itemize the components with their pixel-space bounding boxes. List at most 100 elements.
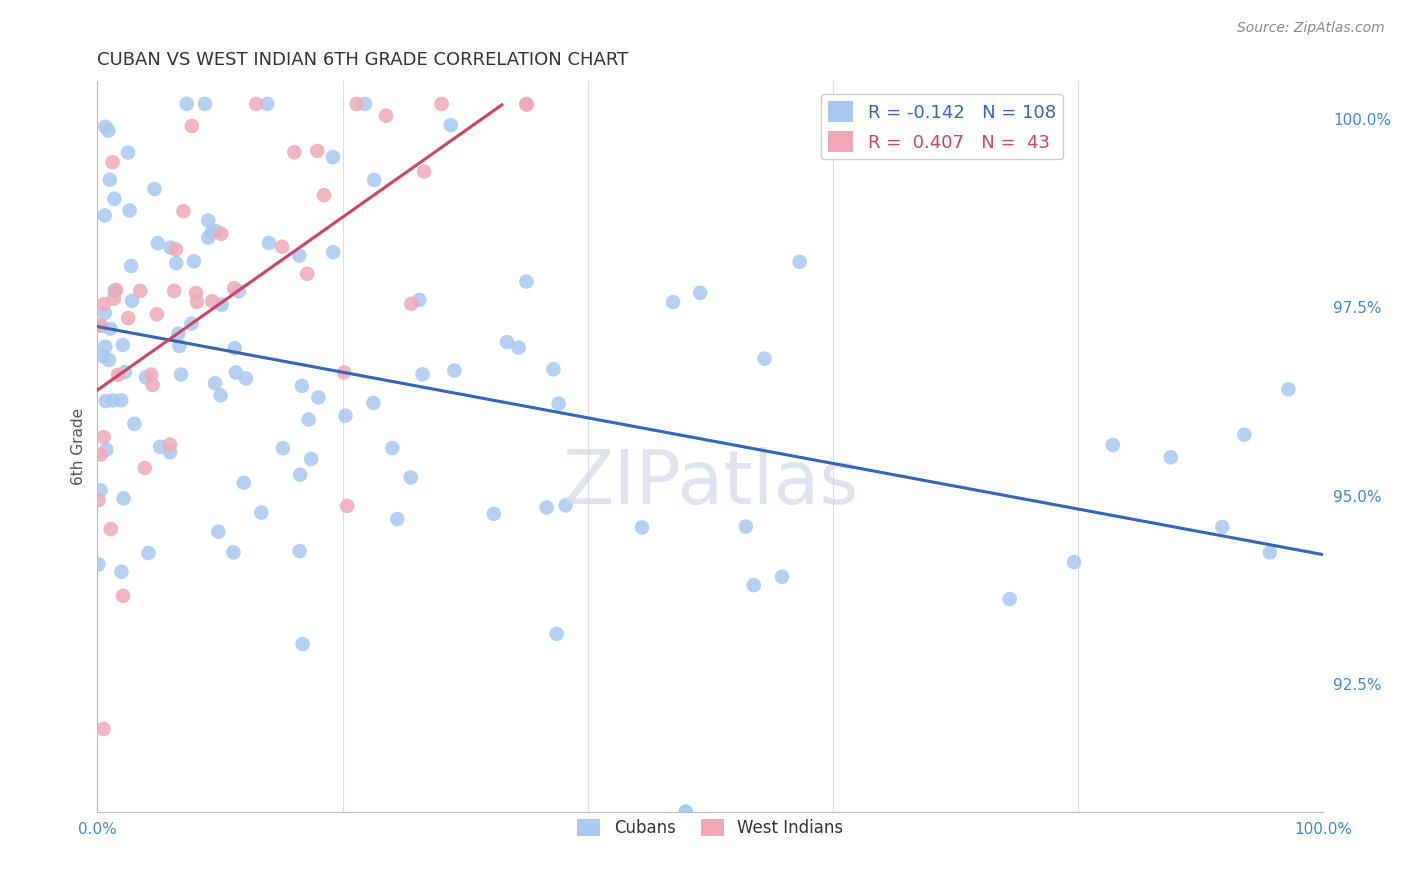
Point	[515, 97, 537, 112]
Point	[789, 255, 811, 269]
Point	[87, 558, 110, 572]
Point	[675, 805, 697, 819]
Point	[1063, 555, 1085, 569]
Point	[354, 97, 377, 112]
Point	[288, 467, 311, 482]
Point	[93, 430, 115, 444]
Point	[165, 243, 187, 257]
Point	[124, 417, 146, 431]
Point	[235, 371, 257, 385]
Point	[401, 297, 423, 311]
Point	[94, 340, 117, 354]
Point	[399, 470, 422, 484]
Point	[288, 248, 311, 262]
Point	[159, 437, 181, 451]
Point	[93, 208, 115, 222]
Point	[662, 295, 685, 310]
Point	[232, 475, 254, 490]
Point	[387, 512, 409, 526]
Point	[482, 507, 505, 521]
Text: ZIPatlas: ZIPatlas	[562, 447, 859, 520]
Point	[87, 493, 110, 508]
Point	[91, 349, 114, 363]
Point	[335, 409, 357, 423]
Point	[322, 150, 344, 164]
Point	[322, 245, 344, 260]
Point	[146, 307, 169, 321]
Point	[98, 172, 121, 186]
Point	[271, 441, 294, 455]
Point	[222, 545, 245, 559]
Point	[554, 499, 576, 513]
Point	[440, 118, 463, 132]
Point	[336, 499, 359, 513]
Point	[536, 500, 558, 515]
Point	[224, 281, 246, 295]
Point	[138, 546, 160, 560]
Point	[734, 519, 756, 533]
Point	[90, 318, 112, 333]
Point	[209, 227, 232, 241]
Point	[142, 378, 165, 392]
Point	[163, 284, 186, 298]
Point	[201, 294, 224, 309]
Point	[180, 317, 202, 331]
Point	[288, 544, 311, 558]
Point	[375, 109, 398, 123]
Point	[103, 292, 125, 306]
Point	[112, 589, 135, 603]
Point	[250, 506, 273, 520]
Point	[114, 365, 136, 379]
Point	[381, 441, 404, 455]
Point	[412, 368, 434, 382]
Point	[1102, 438, 1125, 452]
Point	[546, 627, 568, 641]
Point	[299, 452, 322, 467]
Point	[207, 524, 229, 539]
Point	[186, 294, 208, 309]
Point	[312, 188, 335, 202]
Point	[146, 236, 169, 251]
Point	[149, 440, 172, 454]
Point	[245, 97, 267, 112]
Point	[508, 341, 530, 355]
Point	[167, 326, 190, 341]
Point	[225, 366, 247, 380]
Point	[90, 448, 112, 462]
Point	[121, 293, 143, 308]
Text: Source: ZipAtlas.com: Source: ZipAtlas.com	[1237, 21, 1385, 35]
Point	[298, 412, 321, 426]
Point	[291, 637, 314, 651]
Point	[283, 145, 305, 160]
Point	[363, 396, 385, 410]
Point	[103, 284, 125, 298]
Point	[363, 173, 385, 187]
Point	[307, 144, 329, 158]
Point	[443, 363, 465, 377]
Point	[256, 97, 278, 112]
Point	[307, 390, 329, 404]
Point	[143, 182, 166, 196]
Point	[93, 722, 115, 736]
Point	[165, 256, 187, 270]
Point	[94, 120, 117, 134]
Point	[754, 351, 776, 366]
Point	[110, 565, 132, 579]
Y-axis label: 6th Grade: 6th Grade	[72, 408, 86, 485]
Point	[543, 362, 565, 376]
Point	[515, 275, 537, 289]
Point	[117, 311, 139, 326]
Point	[100, 522, 122, 536]
Point	[105, 283, 128, 297]
Point	[430, 97, 453, 112]
Point	[94, 394, 117, 409]
Point	[118, 203, 141, 218]
Point	[201, 226, 224, 240]
Point	[169, 339, 191, 353]
Point	[103, 192, 125, 206]
Point	[97, 123, 120, 137]
Point	[176, 97, 198, 112]
Point	[96, 442, 118, 457]
Point	[496, 335, 519, 350]
Point	[107, 368, 129, 382]
